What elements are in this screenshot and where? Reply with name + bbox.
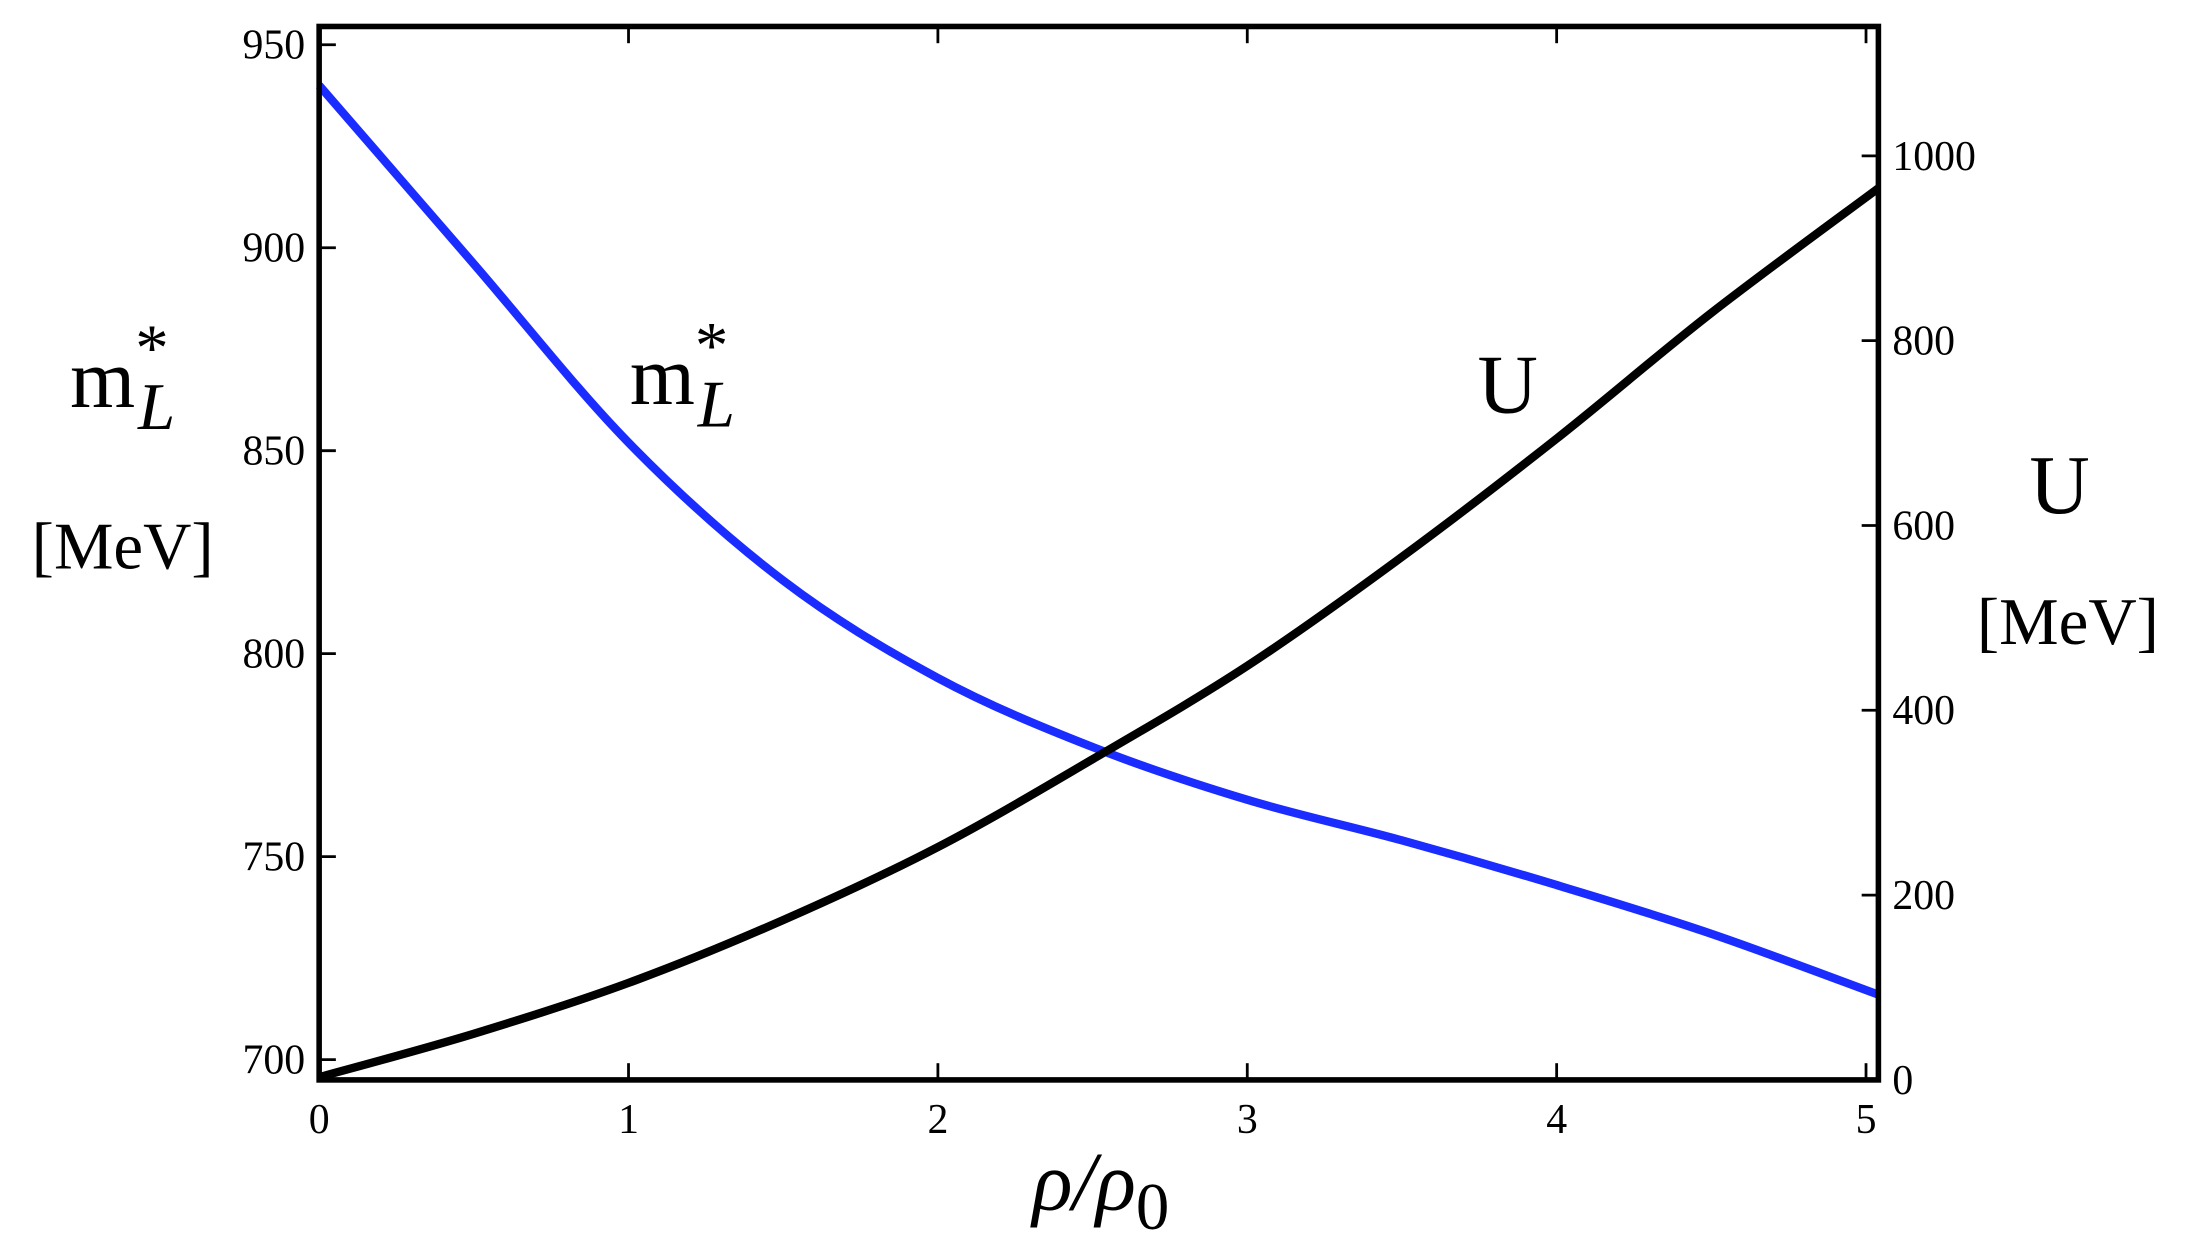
line <box>315 82 1880 999</box>
y2-tick-label: 1000 <box>1892 134 1976 180</box>
x-tick-label: 3 <box>1237 1097 1258 1143</box>
y-label-sup: * <box>135 312 168 386</box>
y-tick-label: 950 <box>243 23 306 69</box>
x-tick-label: 0 <box>309 1097 330 1143</box>
frame <box>316 23 1882 1083</box>
y-label: m* L <box>70 312 175 445</box>
plot-area <box>315 82 1881 1082</box>
line <box>318 184 1881 1082</box>
x-label: ρ/ρ0 <box>1029 1137 1169 1245</box>
x-tick-label: 1 <box>618 1097 639 1143</box>
y-tick-label: 750 <box>243 835 306 881</box>
y-tick-label: 900 <box>243 226 306 272</box>
y2-label: U <box>2029 440 2089 532</box>
x-tick-label: 2 <box>927 1097 948 1143</box>
series-label-sub: L <box>697 367 735 441</box>
y-tick-label: 800 <box>243 632 306 678</box>
y2-tick-label: 200 <box>1892 873 1955 919</box>
y2-tick-label: 400 <box>1892 688 1955 734</box>
series-label: U <box>1478 339 1538 431</box>
series-label-base: m <box>630 331 695 423</box>
x-tick-label: 4 <box>1546 1097 1567 1143</box>
series-label: m* L <box>630 309 735 442</box>
y2-label-unit: [MeV] <box>1977 585 2159 659</box>
x-tick-label: 5 <box>1856 1097 1877 1143</box>
series-label-sup: * <box>695 309 728 383</box>
y-tick-label: 850 <box>243 429 306 475</box>
y-label-sub: L <box>137 370 175 444</box>
y-label-unit: [MeV] <box>32 510 214 584</box>
y-label-base: m <box>70 334 135 426</box>
y-tick-label: 700 <box>243 1038 306 1084</box>
x-label-base: ρ/ρ <box>1029 1137 1135 1229</box>
x-label-sub: 0 <box>1136 1170 1169 1244</box>
y2-tick-label: 800 <box>1892 319 1955 365</box>
y2-tick-label: 600 <box>1892 503 1955 549</box>
y2-tick-label: 0 <box>1892 1058 1913 1104</box>
